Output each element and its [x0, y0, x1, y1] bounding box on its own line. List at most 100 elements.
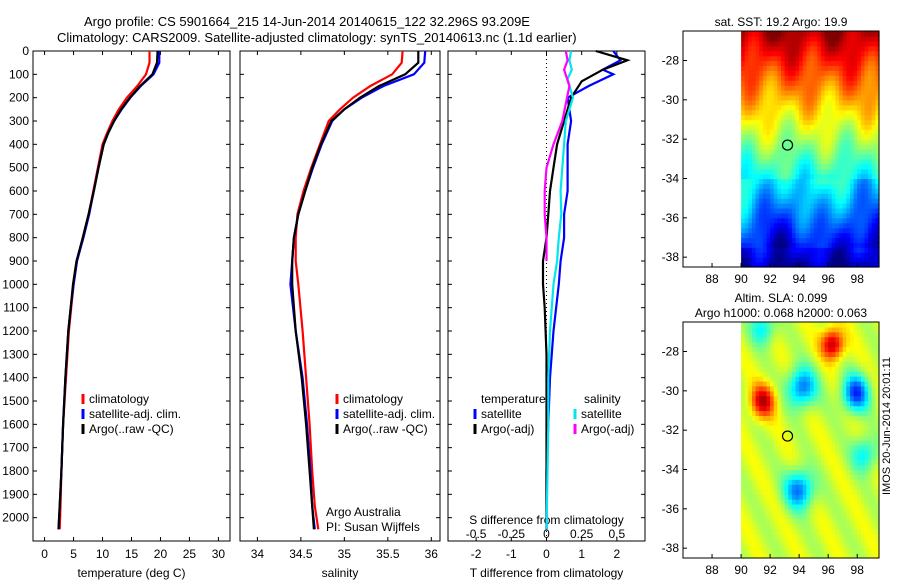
map-cell [850, 469, 855, 475]
map-cell [762, 440, 768, 446]
map-cell [784, 232, 789, 239]
map-cell [741, 489, 746, 495]
map-cell [741, 518, 746, 525]
map-cell [842, 149, 847, 155]
map-cell [741, 523, 746, 530]
map-cell [802, 75, 807, 81]
map-cell [857, 114, 862, 121]
map-cell [842, 183, 847, 189]
map-cell [850, 449, 855, 456]
map-cell [842, 538, 847, 544]
map-cell [853, 178, 858, 184]
map-cell [875, 459, 880, 466]
map-cell [853, 351, 858, 357]
map-cell [842, 208, 847, 214]
map-cell [813, 346, 818, 353]
map-cell [864, 242, 869, 248]
map-cell [857, 331, 862, 338]
map-cell [846, 129, 851, 135]
map-cell [799, 129, 804, 135]
map-cell [831, 361, 836, 367]
map-cell [835, 247, 840, 253]
map-cell [835, 252, 840, 258]
map-cell [773, 163, 778, 170]
map-cell [762, 227, 768, 234]
map-cell [773, 242, 778, 248]
map-cell [781, 425, 786, 431]
map-cell [842, 326, 847, 333]
map-cell [842, 336, 847, 343]
map-cell [791, 198, 797, 204]
map-cell [744, 90, 749, 96]
map-cell [839, 114, 844, 121]
map-cell [788, 533, 793, 539]
map-cell [842, 193, 847, 199]
legend-label: satellite-adj. clim. [89, 407, 181, 421]
map-cell [813, 252, 818, 258]
map-cell [799, 262, 804, 268]
map-cell [759, 548, 764, 554]
map-cell [766, 188, 771, 194]
x-tick-label: 10 [96, 547, 110, 561]
map-cell [784, 203, 789, 209]
map-cell [766, 65, 771, 71]
map-cell [813, 242, 818, 248]
map-cell [781, 385, 786, 392]
map-cell [828, 45, 833, 52]
map-cell [868, 489, 873, 495]
map-cell [831, 183, 836, 189]
map-cell [835, 139, 840, 145]
map-cell [868, 548, 873, 554]
map-cell [860, 440, 866, 446]
map-cell [752, 553, 757, 559]
map-cell [864, 469, 869, 475]
map-cell [824, 499, 829, 505]
map-cell [762, 351, 768, 357]
map-cell [770, 80, 775, 86]
map-cell [766, 322, 771, 328]
map-cell [744, 474, 749, 480]
map-cell [770, 222, 775, 229]
map-cell [762, 232, 768, 239]
map-cell [839, 50, 844, 57]
map-cell [820, 528, 826, 534]
map-cell [813, 80, 818, 86]
map-cell [835, 208, 840, 214]
map-cell [871, 489, 876, 495]
map-cell [755, 430, 760, 436]
map-cell [868, 139, 873, 145]
map-cell [835, 222, 840, 229]
map-cell [828, 528, 833, 534]
y-tick-label: -32 [662, 132, 680, 146]
map-cell [820, 405, 826, 412]
map-cell [813, 212, 818, 219]
map-cell [813, 40, 818, 47]
map-cell [875, 454, 880, 461]
map-cell [860, 208, 866, 214]
map-cell [784, 55, 789, 62]
map-cell [828, 188, 833, 194]
map-cell [850, 371, 855, 377]
map-cell [781, 178, 786, 184]
map-cell [777, 203, 782, 209]
map-cell [741, 109, 746, 116]
map-cell [788, 361, 793, 367]
map-cell [799, 94, 804, 101]
map-cell [813, 153, 818, 160]
map-cell [766, 351, 771, 357]
map-cell [824, 90, 829, 96]
map-cell [799, 376, 804, 382]
map-cell [802, 55, 807, 62]
map-cell [864, 139, 869, 145]
map-cell [817, 469, 822, 475]
map-cell [752, 262, 757, 268]
map-cell [795, 366, 800, 372]
map-cell [839, 410, 844, 416]
map-cell [835, 163, 840, 170]
map-cell [791, 252, 797, 258]
map-cell [762, 553, 768, 559]
map-cell [810, 85, 815, 91]
map-cell [820, 484, 826, 490]
map-cell [824, 503, 829, 510]
map-cell [839, 45, 844, 52]
